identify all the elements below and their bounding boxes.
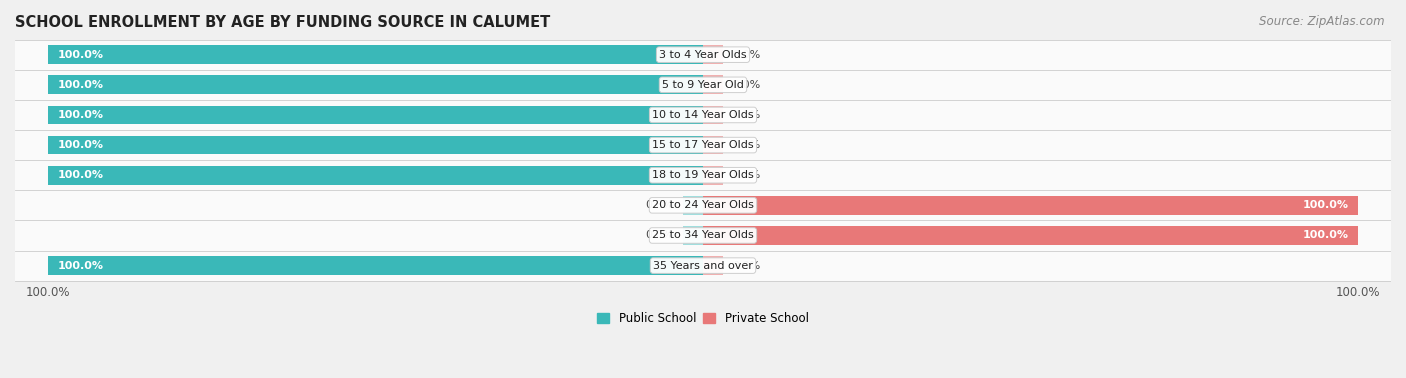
Bar bbox=[15, 220, 1391, 251]
Text: 100.0%: 100.0% bbox=[58, 260, 104, 271]
Text: 10 to 14 Year Olds: 10 to 14 Year Olds bbox=[652, 110, 754, 120]
Bar bbox=[703, 226, 1358, 245]
Text: 0.0%: 0.0% bbox=[645, 231, 673, 240]
Text: 0.0%: 0.0% bbox=[733, 80, 761, 90]
Bar bbox=[48, 105, 703, 124]
Bar bbox=[48, 166, 703, 184]
Text: 0.0%: 0.0% bbox=[645, 200, 673, 210]
Text: 18 to 19 Year Olds: 18 to 19 Year Olds bbox=[652, 170, 754, 180]
Bar bbox=[703, 196, 1358, 215]
Legend: Public School, Private School: Public School, Private School bbox=[593, 308, 813, 330]
Text: 100.0%: 100.0% bbox=[58, 50, 104, 60]
Bar bbox=[15, 100, 1391, 130]
Bar bbox=[703, 256, 723, 275]
Bar bbox=[15, 40, 1391, 70]
Text: 5 to 9 Year Old: 5 to 9 Year Old bbox=[662, 80, 744, 90]
Text: 0.0%: 0.0% bbox=[733, 140, 761, 150]
Bar bbox=[48, 45, 703, 64]
Bar bbox=[683, 226, 703, 245]
Text: Source: ZipAtlas.com: Source: ZipAtlas.com bbox=[1260, 15, 1385, 28]
Text: 20 to 24 Year Olds: 20 to 24 Year Olds bbox=[652, 200, 754, 210]
Text: 100.0%: 100.0% bbox=[58, 80, 104, 90]
Text: 0.0%: 0.0% bbox=[733, 110, 761, 120]
Text: SCHOOL ENROLLMENT BY AGE BY FUNDING SOURCE IN CALUMET: SCHOOL ENROLLMENT BY AGE BY FUNDING SOUR… bbox=[15, 15, 550, 30]
Bar bbox=[48, 256, 703, 275]
Bar bbox=[703, 45, 723, 64]
Text: 3 to 4 Year Olds: 3 to 4 Year Olds bbox=[659, 50, 747, 60]
Text: 100.0%: 100.0% bbox=[1302, 231, 1348, 240]
Text: 100.0%: 100.0% bbox=[58, 140, 104, 150]
Text: 100.0%: 100.0% bbox=[1302, 200, 1348, 210]
Text: 100.0%: 100.0% bbox=[58, 170, 104, 180]
Text: 15 to 17 Year Olds: 15 to 17 Year Olds bbox=[652, 140, 754, 150]
Bar bbox=[15, 70, 1391, 100]
Bar bbox=[703, 136, 723, 155]
Text: 0.0%: 0.0% bbox=[733, 260, 761, 271]
Bar bbox=[15, 190, 1391, 220]
Bar bbox=[15, 251, 1391, 281]
Bar bbox=[703, 76, 723, 94]
Text: 100.0%: 100.0% bbox=[58, 110, 104, 120]
Text: 0.0%: 0.0% bbox=[733, 50, 761, 60]
Bar bbox=[48, 136, 703, 155]
Bar bbox=[48, 76, 703, 94]
Bar bbox=[15, 130, 1391, 160]
Text: 35 Years and over: 35 Years and over bbox=[652, 260, 754, 271]
Text: 0.0%: 0.0% bbox=[733, 170, 761, 180]
Text: 25 to 34 Year Olds: 25 to 34 Year Olds bbox=[652, 231, 754, 240]
Bar bbox=[683, 196, 703, 215]
Bar bbox=[15, 160, 1391, 190]
Bar bbox=[703, 166, 723, 184]
Bar bbox=[703, 105, 723, 124]
